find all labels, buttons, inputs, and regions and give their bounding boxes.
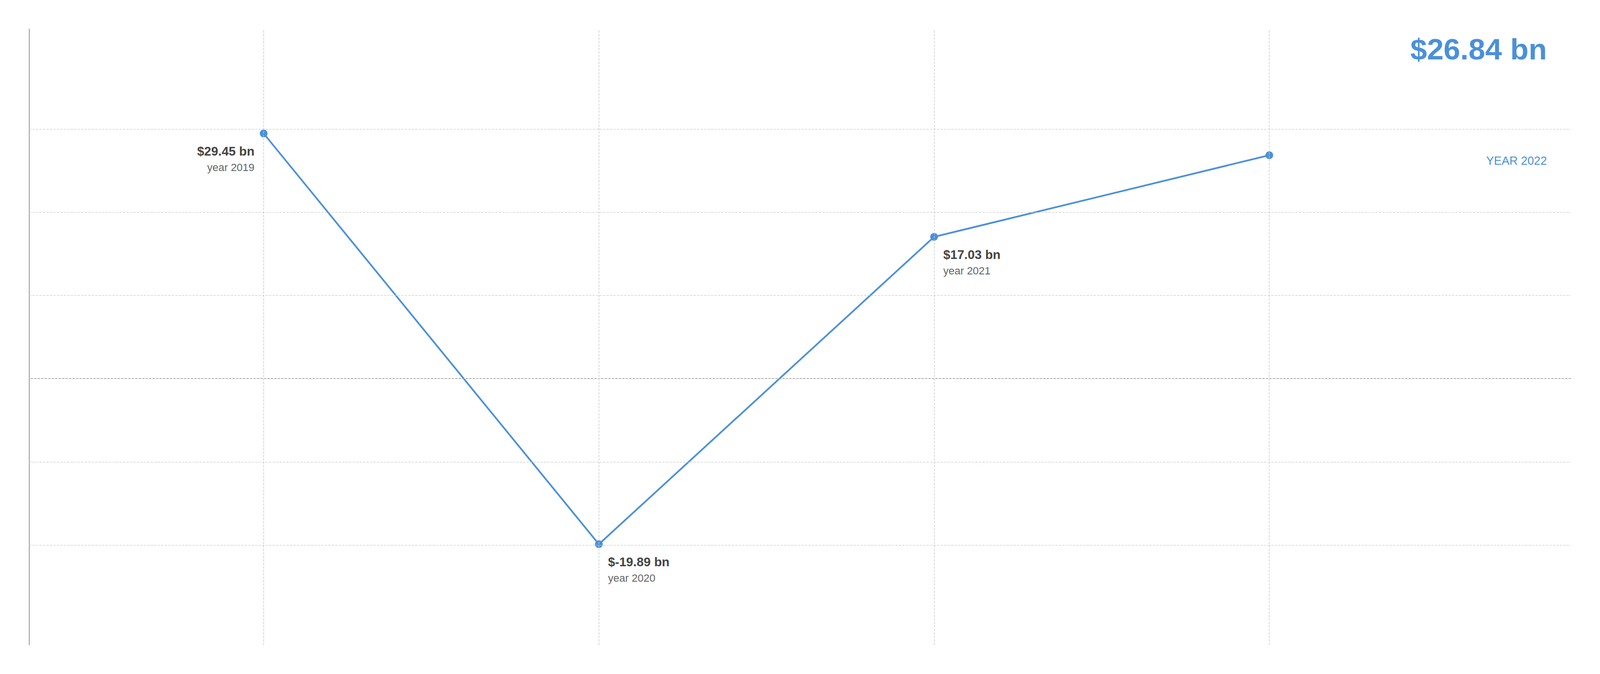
svg-text:YEAR 2022: YEAR 2022 [1486,154,1547,168]
svg-text:year 2019: year 2019 [207,161,255,174]
svg-text:$29.45 bn: $29.45 bn [197,144,255,159]
svg-text:$-19.89 bn: $-19.89 bn [607,554,670,570]
svg-text:year 2021: year 2021 [943,264,991,277]
svg-text:$26.84 bn: $26.84 bn [1410,32,1547,66]
svg-text:year 2020: year 2020 [607,572,656,585]
svg-text:$17.03 bn: $17.03 bn [943,247,1001,262]
